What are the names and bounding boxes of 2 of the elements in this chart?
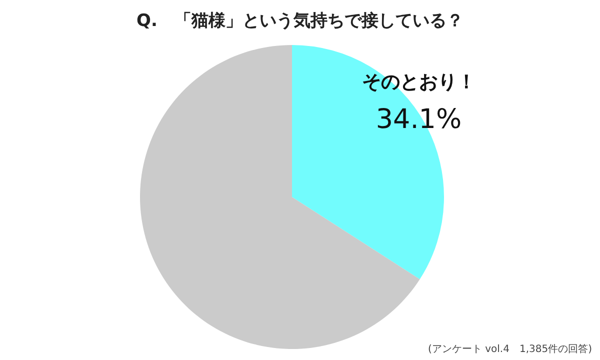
text: (アンケート vol.4 1,385件の回答) — [428, 343, 592, 355]
chart-title: Q. 「猫様」という気持ちで接している？ — [136, 11, 464, 31]
